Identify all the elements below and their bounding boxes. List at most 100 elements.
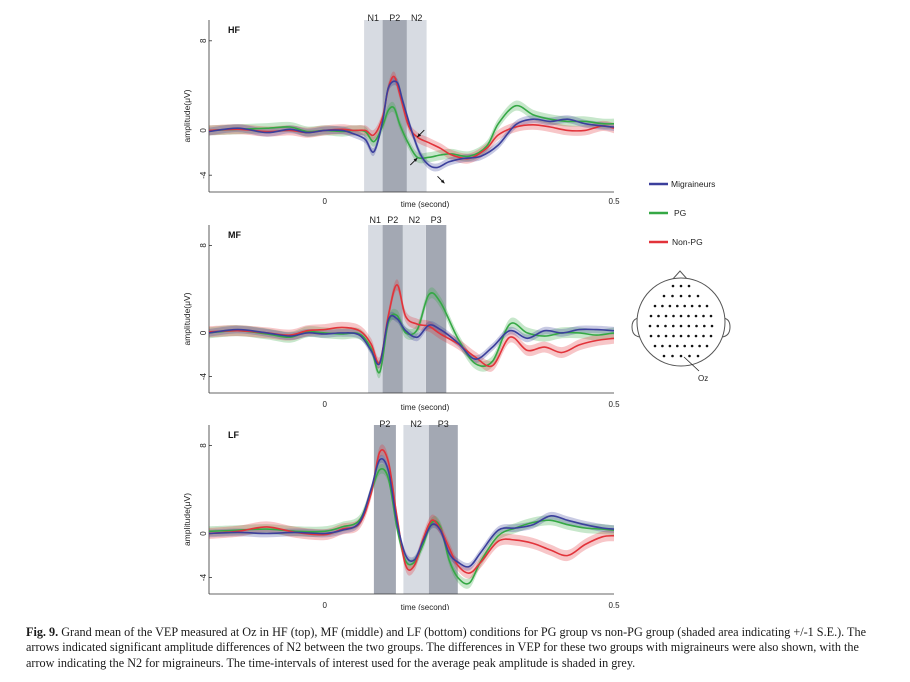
electrode-dot (656, 324, 660, 328)
y-tick-label-hf-8: 8 (199, 38, 208, 43)
window-label-mf-p2: P2 (387, 215, 398, 225)
figure-caption: Fig. 9. Grand mean of the VEP measured a… (26, 625, 890, 671)
n2-arrow-hf-1 (409, 157, 418, 166)
electrode-dot (679, 294, 683, 298)
electrode-head-map: Oz (631, 270, 731, 383)
electrode-dot (672, 314, 675, 318)
window-mf-p3 (426, 225, 447, 393)
electrode-dot (676, 344, 679, 348)
window-hf-n1 (364, 20, 383, 192)
electrode-dot (657, 334, 660, 338)
x-tick-label-hf-0: 0 (322, 197, 327, 206)
electrode-dot (664, 324, 667, 328)
electrode-dots (648, 284, 714, 358)
electrode-dot (662, 354, 666, 358)
electrode-dot (690, 344, 694, 348)
n2-arrow-hf-2 (437, 175, 445, 184)
window-label-mf-n2: N2 (409, 215, 421, 225)
electrode-dot (676, 304, 679, 308)
electrode-dot (679, 334, 683, 338)
window-label-lf-p3: P3 (438, 419, 449, 429)
electrode-dot (661, 344, 664, 348)
electrode-dot (657, 314, 660, 318)
window-lf-n2 (403, 425, 429, 594)
se-band-lf-non-pg (209, 444, 614, 579)
x-tick-label-lf-0: 0 (322, 601, 327, 610)
legend-item-non-pg: Non-PG (649, 237, 703, 247)
panel-label-mf: MF (228, 230, 241, 240)
caption-label: Fig. 9. (26, 625, 59, 639)
legend-item-pg: PG (649, 208, 686, 218)
electrode-dot (653, 304, 657, 308)
electrode-dot (649, 314, 653, 318)
legend-item-migraineurs: Migraineurs (649, 179, 715, 189)
legend: Migraineurs PG Non-PG (649, 179, 715, 247)
x-axis-label-mf: time (second) (401, 403, 450, 412)
window-label-hf-n1: N1 (368, 13, 380, 23)
x-axis-label-lf: time (second) (401, 603, 450, 610)
electrode-dot (668, 304, 672, 308)
se-band-mf-non-pg (209, 279, 614, 372)
electrode-dot (694, 314, 698, 318)
window-label-lf-p2: P2 (379, 419, 390, 429)
legend-label-migraineurs: Migraineurs (671, 179, 715, 189)
electrode-dot (679, 324, 683, 328)
electrode-dot (688, 354, 691, 358)
electrode-dot (687, 334, 690, 338)
electrode-dot (653, 344, 657, 348)
electrode-dot (698, 344, 701, 348)
electrode-dot (688, 294, 691, 298)
y-tick-label-mf-0: 0 (199, 330, 208, 335)
window-label-mf-n1: N1 (370, 215, 382, 225)
panel-label-lf: LF (228, 430, 239, 440)
x-tick-label-mf-0: 0 (322, 400, 327, 409)
electrode-dot (705, 344, 709, 348)
electrode-dot (648, 324, 652, 328)
electrode-dot (694, 334, 698, 338)
electrode-dot (671, 284, 675, 288)
electrode-dot (687, 324, 691, 328)
electrode-dot (649, 334, 653, 338)
series-line-hf-migraineurs (208, 80, 615, 169)
y-tick-label-mf-8: 8 (199, 243, 208, 248)
oz-pointer (683, 356, 700, 372)
x-tick-label-mf-0-5: 0.5 (608, 400, 620, 409)
x-tick-label-hf-0-5: 0.5 (608, 197, 620, 206)
window-lf-p2 (373, 425, 396, 594)
electrode-dot (687, 314, 690, 318)
head-outline (636, 277, 726, 367)
caption-text: Grand mean of the VEP measured at Oz in … (26, 625, 867, 670)
electrode-dot (679, 314, 683, 318)
window-mf-p2 (382, 225, 403, 393)
x-tick-label-lf-0-5: 0.5 (608, 601, 620, 610)
window-label-mf-p3: P3 (431, 215, 442, 225)
legend-label-non-pg: Non-PG (672, 237, 703, 247)
window-lf-p3 (428, 425, 458, 594)
vep-figure: N1 P2 N2 -4 0 8 0 0.5 time (second) amplitude(μV)… (182, 13, 731, 610)
x-axis-label-hf: time (second) (401, 200, 450, 209)
y-tick-label-mf--4: -4 (199, 372, 208, 380)
panels: N1 P2 N2 -4 0 8 0 0.5 time (second) amplitude(μV)… (182, 13, 620, 610)
electrode-dot (679, 354, 683, 358)
y-tick-label-hf-0: 0 (199, 128, 208, 133)
se-band-mf-migraineurs (209, 311, 614, 369)
electrode-dot (671, 294, 674, 298)
electrode-dot (710, 324, 714, 328)
panel-lf: P2 N2 P3 -4 0 8 0 0.5 time (second) amplitude(μV)… (182, 419, 620, 610)
electrode-dot (703, 324, 706, 328)
electrode-dot (679, 284, 683, 288)
electrode-dot (696, 354, 700, 358)
electrode-dot (662, 294, 666, 298)
window-label-lf-n2: N2 (410, 419, 422, 429)
y-tick-label-lf--4: -4 (199, 573, 208, 581)
electrode-dot (690, 304, 694, 308)
electrode-dot (664, 314, 668, 318)
electrode-dot (702, 334, 705, 338)
series-line-mf-migraineurs (208, 314, 615, 366)
electrode-dot (664, 334, 668, 338)
electrode-dot (683, 304, 686, 308)
electrode-dot (671, 354, 674, 358)
series-line-mf-non-pg (208, 283, 615, 368)
series-line-lf-migraineurs (208, 457, 615, 568)
window-mf-n2 (402, 225, 426, 393)
